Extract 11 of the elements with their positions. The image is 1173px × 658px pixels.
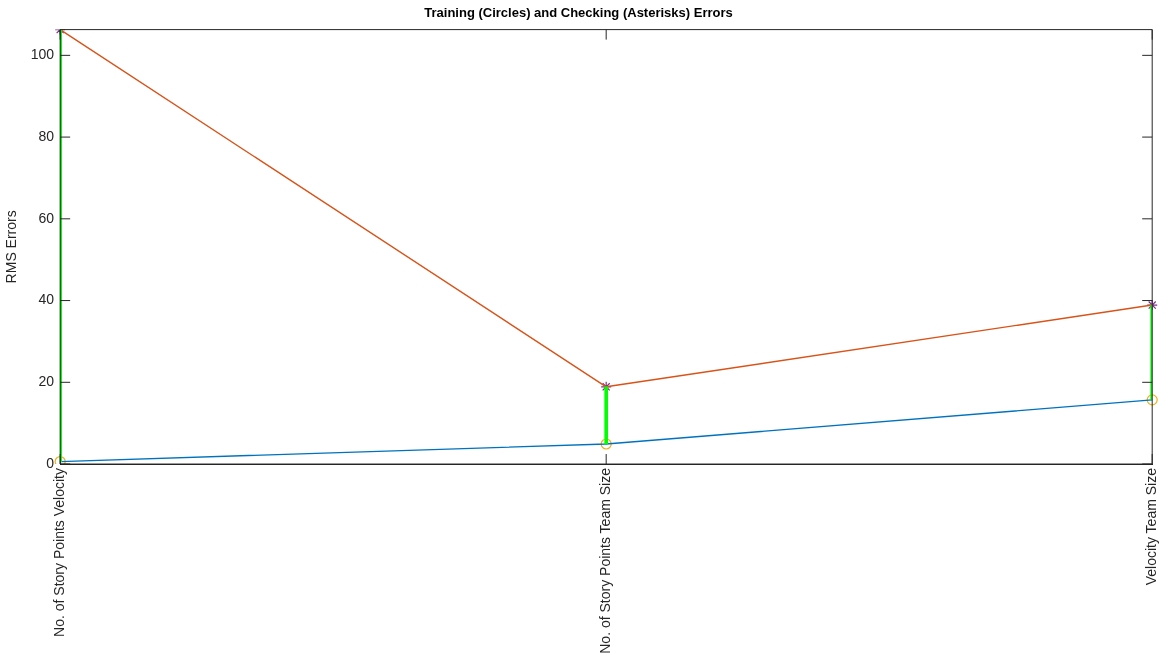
x-tick-label: No. of Story Points Team Size bbox=[597, 467, 614, 654]
y-tick-label: 60 bbox=[38, 209, 55, 226]
y-tick-label: 0 bbox=[46, 454, 55, 471]
x-tick-label: Velocity Team Size bbox=[1143, 467, 1160, 586]
y-tick-label: 20 bbox=[38, 373, 55, 390]
y-axis-title: RMS Errors bbox=[3, 210, 20, 284]
y-tick-label: 40 bbox=[38, 291, 55, 308]
chart-title: Training (Circles) and Checking (Asterisks) Errors bbox=[424, 5, 733, 21]
x-tick-label: No. of Story Points Velocity bbox=[51, 468, 68, 637]
y-tick-label: 100 bbox=[30, 46, 55, 63]
y-tick-label: 80 bbox=[38, 127, 55, 144]
